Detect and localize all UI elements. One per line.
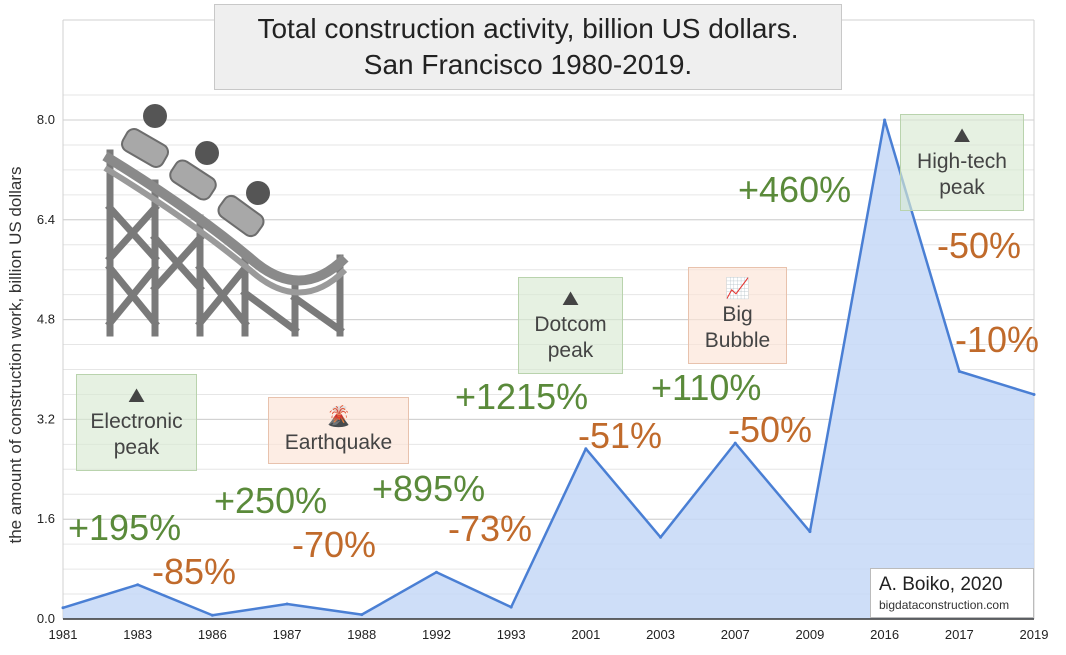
- change-label: +460%: [738, 169, 852, 210]
- y-tick-label: 6.4: [37, 212, 55, 227]
- x-tick-label: 1981: [49, 627, 78, 642]
- peak-icon: ⛰: [128, 384, 145, 407]
- annotation-earthquake: 🌋 Earthquake: [268, 397, 409, 464]
- change-label: -73%: [448, 508, 533, 549]
- data-point: [584, 447, 588, 451]
- change-label: -10%: [955, 319, 1040, 360]
- change-label: +195%: [68, 507, 182, 548]
- y-tick-label: 1.6: [37, 511, 55, 526]
- data-point: [509, 605, 513, 609]
- x-tick-label: 2019: [1020, 627, 1049, 642]
- y-tick-label: 8.0: [37, 112, 55, 127]
- data-point: [61, 606, 65, 610]
- change-label: -85%: [152, 551, 237, 592]
- annotation-text: Electronic: [90, 409, 183, 433]
- annotation-text: peak: [939, 175, 985, 199]
- y-tick-labels: 0.0 1.6 3.2 4.8 6.4 8.0: [37, 112, 55, 626]
- y-tick-label: 4.8: [37, 312, 55, 327]
- change-label: -50%: [937, 225, 1022, 266]
- data-point: [136, 583, 140, 587]
- title-line-1: Total construction activity, billion US …: [257, 13, 799, 44]
- title-line-2: San Francisco 1980-2019.: [363, 49, 693, 80]
- annotation-text: Earthquake: [284, 430, 393, 454]
- peak-icon: ⛰: [562, 287, 579, 310]
- chart-title: Total construction activity, billion US …: [214, 4, 842, 90]
- data-point: [957, 369, 961, 373]
- annotation-dotcom-peak: ⛰ Dotcom peak: [518, 277, 623, 374]
- x-tick-label: 1983: [123, 627, 152, 642]
- change-label: +895%: [372, 468, 486, 509]
- y-tick-label: 3.2: [37, 411, 55, 426]
- y-axis-label: the amount of construction work, billion…: [6, 166, 25, 544]
- x-tick-label: 2007: [721, 627, 750, 642]
- data-point: [210, 613, 214, 617]
- roller-coaster-icon: [100, 98, 350, 338]
- credit-site: bigdataconstruction.com: [879, 598, 1010, 612]
- x-tick-label: 1993: [497, 627, 526, 642]
- peak-icon: ⛰: [953, 124, 971, 147]
- data-point: [1032, 392, 1036, 396]
- data-point: [285, 602, 289, 606]
- annotation-high-tech-peak: ⛰ High-tech peak: [900, 114, 1024, 211]
- annotation-text: Big: [722, 302, 753, 326]
- x-tick-label: 2016: [870, 627, 899, 642]
- data-point: [883, 118, 887, 122]
- data-point: [360, 613, 364, 617]
- series-line: [62, 118, 1035, 617]
- data-point: [659, 535, 663, 539]
- credit-box: A. Boiko, 2020 bigdataconstruction.com: [870, 568, 1034, 618]
- annotation-electronic-peak: ⛰ Electronic peak: [76, 374, 197, 471]
- x-tick-label: 2001: [571, 627, 600, 642]
- x-tick-label: 1986: [198, 627, 227, 642]
- annotation-big-bubble: 📈 Big Bubble: [688, 267, 787, 364]
- change-label: +250%: [214, 480, 328, 521]
- change-label: +1215%: [455, 376, 589, 417]
- annotation-text: Dotcom: [534, 312, 607, 336]
- x-tick-label: 1987: [273, 627, 302, 642]
- data-point: [808, 530, 812, 534]
- data-point: [434, 570, 438, 574]
- x-tick-label: 2017: [945, 627, 974, 642]
- annotation-text: Bubble: [704, 328, 771, 352]
- change-label: -50%: [728, 409, 813, 450]
- x-tick-label: 1992: [422, 627, 451, 642]
- x-tick-label: 2009: [795, 627, 824, 642]
- change-label: +110%: [651, 367, 762, 408]
- credit-author: A. Boiko, 2020: [879, 574, 1003, 595]
- volcano-icon: 🌋: [326, 405, 351, 428]
- x-tick-label: 1988: [347, 627, 376, 642]
- x-tick-labels: 1981 1983 1986 1987 1988 1992 1993 2001 2003 2007…: [49, 627, 1049, 642]
- annotation-text: peak: [547, 338, 594, 362]
- change-label: -70%: [292, 524, 377, 565]
- annotation-text: High-tech: [917, 149, 1007, 173]
- change-label: -51%: [578, 415, 663, 456]
- data-point: [733, 441, 737, 445]
- y-tick-label: 0.0: [37, 611, 55, 626]
- annotation-text: peak: [113, 435, 160, 459]
- x-tick-label: 2003: [646, 627, 675, 642]
- growth-chart-icon: 📈: [725, 277, 750, 300]
